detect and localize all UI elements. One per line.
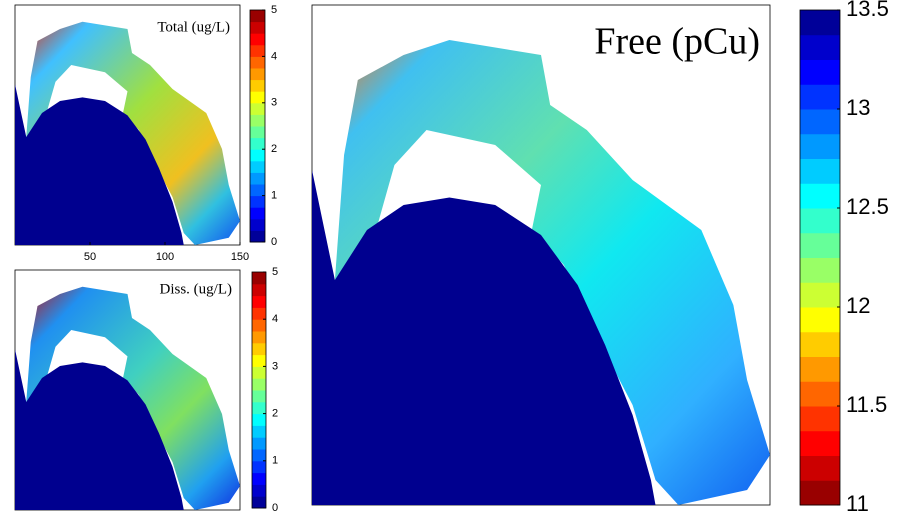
colorbar-tick-label: 13.5: [846, 0, 889, 21]
colorbar-band: [250, 21, 265, 34]
x-tick-label: 100: [156, 251, 174, 263]
colorbar-band: [800, 381, 840, 407]
land: [15, 349, 184, 510]
colorbar-band: [800, 257, 840, 283]
colorbar-tick-label: 4: [271, 50, 277, 62]
colorbar-band: [250, 149, 265, 162]
panel-label: Free (pCu): [594, 21, 760, 63]
colorbar-band: [252, 283, 266, 297]
land: [15, 84, 184, 245]
colorbar-band: [800, 356, 840, 382]
x-tick-label: 150: [231, 251, 249, 263]
colorbar-frame: [249, 9, 266, 243]
colorbar-band: [800, 133, 840, 159]
colorbar-band: [252, 460, 266, 474]
colorbar-band: [250, 184, 265, 197]
colorbar-tick-label: 12: [846, 293, 870, 318]
colorbar-tick-label: 5: [272, 266, 278, 278]
colorbar-band: [800, 480, 840, 506]
colorbar-tick-label: 3: [271, 97, 277, 109]
colorbar-band: [250, 160, 265, 173]
colorbar-band: [800, 430, 840, 456]
colorbar-band: [252, 425, 266, 438]
colorbar-tick-label: 1: [272, 455, 278, 467]
panel-label: Total (ug/L): [157, 19, 230, 35]
colorbar-band: [250, 79, 265, 92]
colorbar-band: [250, 33, 265, 46]
colorbar-band: [252, 413, 266, 426]
colorbar-frame: [251, 271, 267, 509]
colorbar-band: [800, 34, 840, 60]
colorbar-band: [252, 295, 266, 308]
colorbar-band: [252, 378, 266, 391]
colorbar-tick-label: 12.5: [846, 194, 889, 219]
colorbar-band: [800, 84, 840, 110]
colorbar-tick-label: 2: [272, 408, 278, 420]
colorbar-band: [250, 230, 265, 243]
colorbar-tick-label: 1: [271, 190, 277, 202]
colorbar-band: [252, 401, 266, 415]
colorbar-tick-label: 3: [272, 360, 278, 372]
colorbar-tick-label: 11: [846, 491, 869, 516]
colorbar-tick-label: 0: [272, 502, 278, 514]
colorbar-band: [250, 56, 265, 69]
colorbar-band: [252, 366, 266, 379]
colorbar-tick-label: 0: [271, 236, 277, 248]
colorbar-band: [250, 114, 265, 127]
colorbar-band: [252, 319, 266, 332]
colorbar-band: [252, 354, 266, 367]
colorbar-band: [250, 207, 265, 220]
colorbar-band: [252, 472, 266, 485]
colorbar-band: [800, 307, 840, 333]
colorbar-band: [250, 218, 265, 231]
colorbar-band: [250, 137, 265, 150]
colorbar-band: [800, 10, 840, 36]
colorbar-band: [252, 331, 266, 344]
colorbar-band: [250, 10, 265, 23]
colorbar-band: [800, 406, 840, 432]
colorbar-band: [250, 68, 265, 81]
colorbar-band: [800, 109, 840, 135]
colorbar-band: [250, 102, 265, 115]
colorbar-band: [252, 342, 266, 356]
colorbar-band: [250, 126, 265, 139]
colorbar-band: [800, 331, 840, 357]
colorbar-band: [800, 282, 840, 308]
bay-water: [334, 40, 770, 505]
colorbar-band: [800, 455, 840, 481]
colorbar-tick-label: 5: [271, 4, 277, 16]
colorbar-tick-label: 4: [272, 313, 278, 325]
colorbar-tick-label: 2: [271, 143, 277, 155]
colorbar-band: [250, 172, 265, 185]
colorbar-frame: [799, 9, 841, 506]
land: [312, 170, 656, 505]
colorbar-band: [252, 390, 266, 403]
colorbar-band: [800, 232, 840, 258]
colorbar-band: [250, 44, 265, 57]
colorbar-band: [800, 208, 840, 234]
bay-water: [26, 21, 240, 245]
colorbar-band: [800, 158, 840, 184]
colorbar-band: [252, 437, 266, 450]
bay-water: [26, 286, 240, 510]
colorbar-band: [252, 307, 266, 320]
colorbar-band: [250, 195, 265, 208]
colorbar-band: [252, 496, 266, 509]
colorbar-band: [252, 449, 266, 462]
x-tick-label: 50: [84, 251, 96, 263]
colorbar-tick-label: 11.5: [846, 392, 887, 417]
panel-label: Diss. (ug/L): [160, 281, 233, 297]
colorbar-band: [800, 59, 840, 85]
colorbar-band: [250, 91, 265, 104]
colorbar-band: [252, 272, 266, 285]
colorbar-band: [252, 484, 266, 497]
colorbar-band: [800, 183, 840, 209]
colorbar-tick-label: 13: [846, 95, 870, 120]
